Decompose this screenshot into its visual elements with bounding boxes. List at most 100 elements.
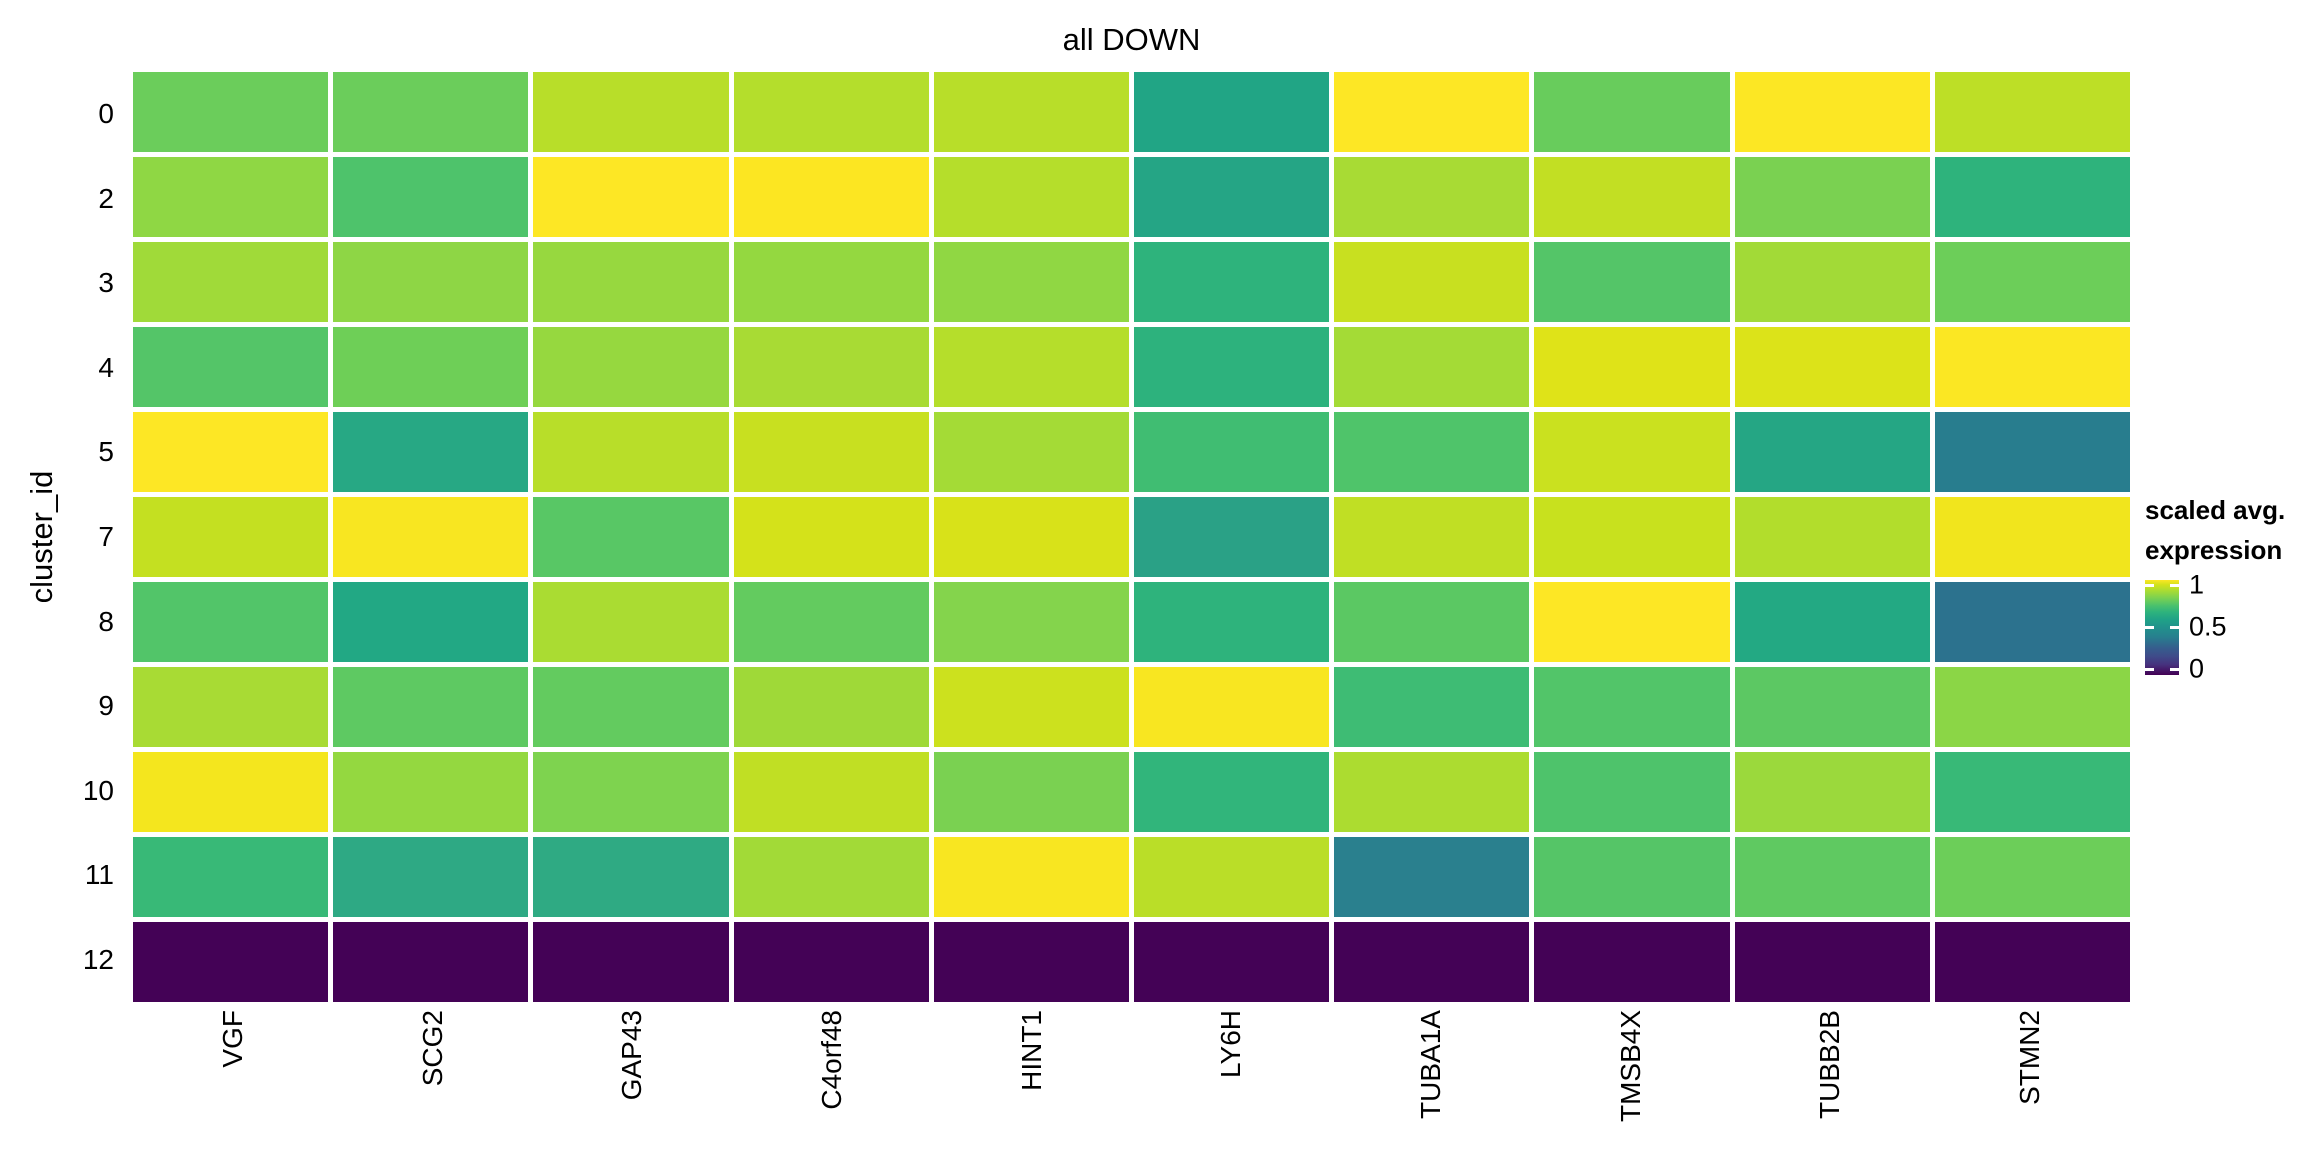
heatmap-cell: [1334, 327, 1530, 407]
heatmap-cell: [733, 327, 929, 407]
plot-title: all DOWN: [1062, 22, 1201, 57]
y-axis-labels: 0 2 3 4 5 7 8 9 10 11 12: [0, 72, 114, 1002]
heatmap-cell: [1734, 752, 1930, 832]
heatmap-cell: [533, 72, 729, 152]
x-axis-tick-label: TUBB2B: [1814, 1010, 1846, 1119]
heatmap-cell: [733, 922, 929, 1002]
heatmap-cell: [1734, 582, 1930, 662]
heatmap-cell: [933, 922, 1129, 1002]
x-axis-tick: TUBA1A: [1331, 1010, 1531, 1150]
heatmap-cell: [733, 667, 929, 747]
heatmap-cell: [1934, 922, 2130, 1002]
x-axis-labels: VGF SCG2 GAP43 C4orf48 HINT1 LY6H TUBA1A TMSB4X…: [133, 1010, 2130, 1150]
heatmap-cell: [1534, 752, 1730, 832]
heatmap-cell: [1734, 327, 1930, 407]
heatmap-cell: [1534, 72, 1730, 152]
heatmap-cell: [1934, 412, 2130, 492]
heatmap-cell: [933, 242, 1129, 322]
heatmap-cell: [1334, 497, 1530, 577]
heatmap-cell: [1133, 922, 1330, 1002]
x-axis-tick: LY6H: [1131, 1010, 1331, 1150]
heatmap-cell: [1133, 667, 1330, 747]
x-axis-tick-label: VGF: [216, 1010, 248, 1068]
heatmap-cell: [1734, 72, 1930, 152]
heatmap-cell: [133, 922, 329, 1002]
heatmap-cell: [1734, 497, 1930, 577]
x-axis-tick-label: TMSB4X: [1614, 1010, 1646, 1123]
heatmap-cell: [1334, 667, 1530, 747]
heatmap-cell: [933, 752, 1129, 832]
x-axis-tick-label: HINT1: [1015, 1010, 1047, 1091]
x-axis-tick-label: LY6H: [1215, 1010, 1247, 1078]
heatmap-cell: [133, 667, 329, 747]
legend-colorbar-wrap: 1 0.5 0: [2145, 570, 2303, 684]
heatmap-cell: [1133, 157, 1330, 237]
heatmap-cell: [533, 157, 729, 237]
heatmap-cell: [333, 922, 529, 1002]
legend-tick-label: 0.5: [2189, 611, 2227, 642]
legend-title-line-2: expression: [2145, 535, 2283, 565]
heatmap-cell: [133, 752, 329, 832]
heatmap-cell: [1534, 922, 1730, 1002]
heatmap-cell: [133, 72, 329, 152]
legend-tick-mark: [2145, 626, 2154, 629]
x-axis-tick-label: SCG2: [416, 1010, 448, 1087]
heatmap-cell: [1334, 242, 1530, 322]
heatmap-cell: [933, 667, 1129, 747]
heatmap-cell: [1534, 327, 1730, 407]
heatmap-cell: [1133, 72, 1330, 152]
heatmap-cell: [1133, 582, 1330, 662]
x-axis-tick: STMN2: [1930, 1010, 2130, 1150]
y-axis-tick-label: 10: [82, 774, 114, 806]
heatmap-cell: [1133, 752, 1330, 832]
heatmap-cell: [1734, 837, 1930, 917]
heatmap-cell: [133, 837, 329, 917]
heatmap-cell: [1934, 752, 2130, 832]
heatmap-cell: [733, 72, 929, 152]
heatmap-cell: [1534, 837, 1730, 917]
heatmap-cell: [1534, 242, 1730, 322]
heatmap-cell: [933, 157, 1129, 237]
heatmap-cell: [1334, 157, 1530, 237]
heatmap-cell: [533, 327, 729, 407]
heatmap-cell: [133, 497, 329, 577]
x-axis-tick: GAP43: [532, 1010, 732, 1150]
heatmap-cell: [1734, 922, 1930, 1002]
heatmap-cell: [533, 582, 729, 662]
heatmap-cell: [1734, 412, 1930, 492]
y-axis-tick-label: 8: [98, 605, 114, 637]
heatmap-cell: [1534, 497, 1730, 577]
heatmap-cell: [333, 327, 529, 407]
x-axis-tick: TMSB4X: [1531, 1010, 1731, 1150]
heatmap-cell: [733, 752, 929, 832]
legend-tick-mark: [2170, 584, 2179, 587]
heatmap-cell: [333, 242, 529, 322]
heatmap-cell: [1534, 157, 1730, 237]
heatmap-cell: [333, 582, 529, 662]
heatmap-cell: [733, 412, 929, 492]
heatmap-cell: [933, 72, 1129, 152]
heatmap-cell: [1334, 837, 1530, 917]
heatmap-cell: [1334, 922, 1530, 1002]
y-axis-tick-label: 12: [82, 943, 114, 975]
heatmap-cell: [133, 582, 329, 662]
y-axis-tick-label: 0: [98, 98, 114, 130]
heatmap-cell: [533, 837, 729, 917]
legend-tick-mark: [2145, 668, 2154, 671]
heatmap-cell: [733, 497, 929, 577]
heatmap-cell: [733, 837, 929, 917]
y-axis-tick-label: 9: [98, 690, 114, 722]
heatmap-cell: [1934, 497, 2130, 577]
heatmap-cell: [1133, 412, 1330, 492]
heatmap-cell: [533, 242, 729, 322]
y-axis-tick-label: 11: [84, 859, 114, 891]
heatmap-cell: [1534, 412, 1730, 492]
y-axis-tick-label: 7: [98, 520, 114, 552]
heatmap-cell: [1934, 667, 2130, 747]
heatmap-cell: [1934, 242, 2130, 322]
heatmap-cell: [1133, 242, 1330, 322]
heatmap-cell: [533, 497, 729, 577]
x-axis-tick-label: TUBA1A: [1415, 1010, 1447, 1119]
heatmap-cell: [1934, 157, 2130, 237]
legend-tick-mark: [2170, 668, 2179, 671]
